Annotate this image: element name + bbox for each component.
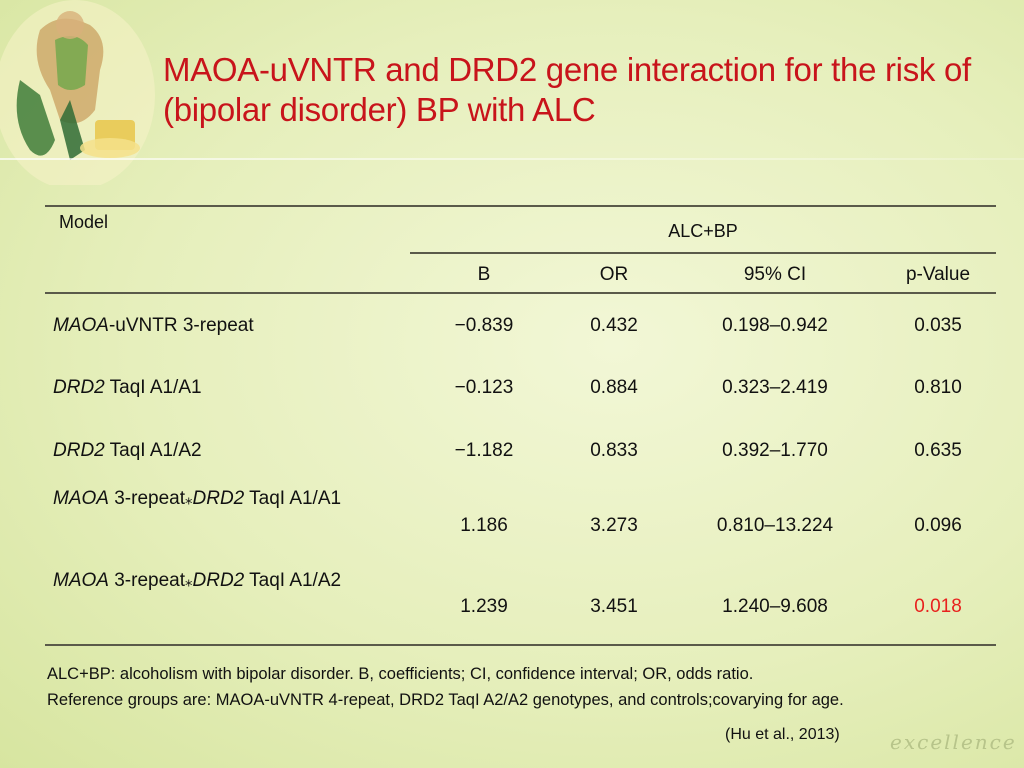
cell-or: 0.432 — [590, 315, 638, 336]
footnote: ALC+BP: alcoholism with bipolar disorder… — [47, 661, 844, 713]
cartoon-figure-with-trophy-icon — [0, 0, 155, 185]
row-label: MAOA-uVNTR 3-repeat — [53, 315, 254, 336]
footnote-line-1: ALC+BP: alcoholism with bipolar disorder… — [47, 665, 754, 683]
cell-b: 1.239 — [460, 596, 508, 617]
cell-or: 0.884 — [590, 377, 638, 398]
column-header-p: p-Value — [905, 264, 971, 285]
cell-b: −1.182 — [454, 440, 514, 461]
group-header: ALC+BP — [668, 221, 738, 241]
column-header-or: OR — [599, 264, 629, 285]
cell-p-value: 0.035 — [914, 315, 962, 336]
column-header-rule — [45, 292, 996, 294]
column-header-b: B — [477, 264, 491, 285]
row-label: DRD2 TaqI A1/A1 — [53, 377, 202, 398]
cell-b: −0.839 — [454, 315, 514, 336]
cell-ci: 0.392–1.770 — [722, 440, 828, 461]
table-bottom-rule — [45, 644, 996, 646]
cell-or: 3.451 — [590, 596, 638, 617]
title-divider — [0, 158, 1024, 160]
citation: (Hu et al., 2013) — [725, 726, 840, 743]
row-label: MAOA 3-repeat⁎DRD2 TaqI A1/A1 — [53, 488, 342, 509]
cell-p-value: 0.810 — [914, 377, 962, 398]
cell-b: −0.123 — [454, 377, 514, 398]
cell-or: 3.273 — [590, 515, 638, 536]
page-title: MAOA-uVNTR and DRD2 gene interaction for… — [163, 51, 971, 128]
column-header-ci: 95% CI — [743, 264, 807, 285]
row-label: DRD2 TaqI A1/A2 — [53, 440, 202, 461]
watermark: excellence — [890, 730, 1017, 754]
cell-or: 0.833 — [590, 440, 638, 461]
table-top-rule — [45, 205, 996, 207]
model-header: Model — [59, 212, 109, 232]
cell-ci: 0.323–2.419 — [722, 377, 828, 398]
cell-ci: 0.198–0.942 — [722, 315, 828, 336]
cell-p-value: 0.096 — [914, 515, 962, 536]
cell-p-value: 0.635 — [914, 440, 962, 461]
cell-p-value: 0.018 — [914, 596, 962, 617]
cell-ci: 1.240–9.608 — [722, 596, 828, 617]
cell-b: 1.186 — [460, 515, 508, 536]
group-header-rule — [410, 252, 996, 254]
row-label: MAOA 3-repeat⁎DRD2 TaqI A1/A2 — [53, 570, 342, 591]
footnote-line-2: Reference groups are: MAOA-uVNTR 4-repea… — [47, 691, 844, 709]
cell-ci: 0.810–13.224 — [716, 515, 834, 536]
